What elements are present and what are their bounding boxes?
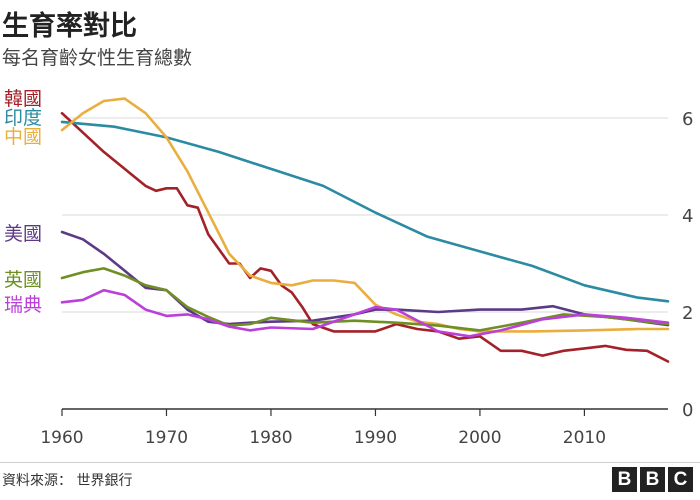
y-tick-label: 6 bbox=[682, 109, 693, 130]
chart-subtitle: 每名育齡女性生育總數 bbox=[2, 47, 193, 69]
x-tick-label: 1980 bbox=[249, 428, 292, 448]
y-tick-label: 0 bbox=[682, 400, 693, 421]
footer-divider bbox=[0, 462, 700, 463]
x-tick-label: 1970 bbox=[145, 428, 188, 448]
x-axis: 1960 1970 1980 1990 2000 2010 bbox=[40, 408, 668, 448]
logo-letter: B bbox=[612, 467, 637, 492]
series-line-5 bbox=[60, 288, 670, 338]
legend-label: 瑞典 bbox=[4, 293, 43, 316]
x-tick-label: 1960 bbox=[40, 428, 83, 448]
source-note: 資料來源： 世界銀行 bbox=[2, 473, 133, 489]
line-chart: 1960 1970 1980 1990 2000 2010 0 2 4 6 bbox=[40, 97, 693, 448]
y-tick-label: 2 bbox=[682, 303, 693, 324]
legend-label: 印度 bbox=[4, 107, 43, 129]
chart-title: 生育率對比 bbox=[2, 11, 137, 42]
series-line-4 bbox=[60, 267, 670, 332]
series-line-0 bbox=[60, 111, 670, 363]
legend-label: 韓國 bbox=[4, 87, 43, 110]
logo-letter: C bbox=[668, 467, 693, 492]
series-lines bbox=[60, 97, 670, 363]
x-tick-label: 1990 bbox=[354, 428, 397, 448]
logo-letter: B bbox=[640, 467, 665, 492]
bbc-logo: B B C bbox=[612, 467, 693, 492]
x-tick-label: 2010 bbox=[563, 428, 606, 448]
series-line-1 bbox=[60, 120, 670, 303]
legend-label: 美國 bbox=[4, 223, 43, 246]
y-tick-label: 4 bbox=[682, 206, 693, 227]
x-tick-label: 2000 bbox=[458, 428, 501, 448]
legend-label: 英國 bbox=[4, 269, 43, 292]
y-axis-ticks: 0 2 4 6 bbox=[682, 109, 693, 421]
legend-label: 中國 bbox=[4, 126, 43, 149]
